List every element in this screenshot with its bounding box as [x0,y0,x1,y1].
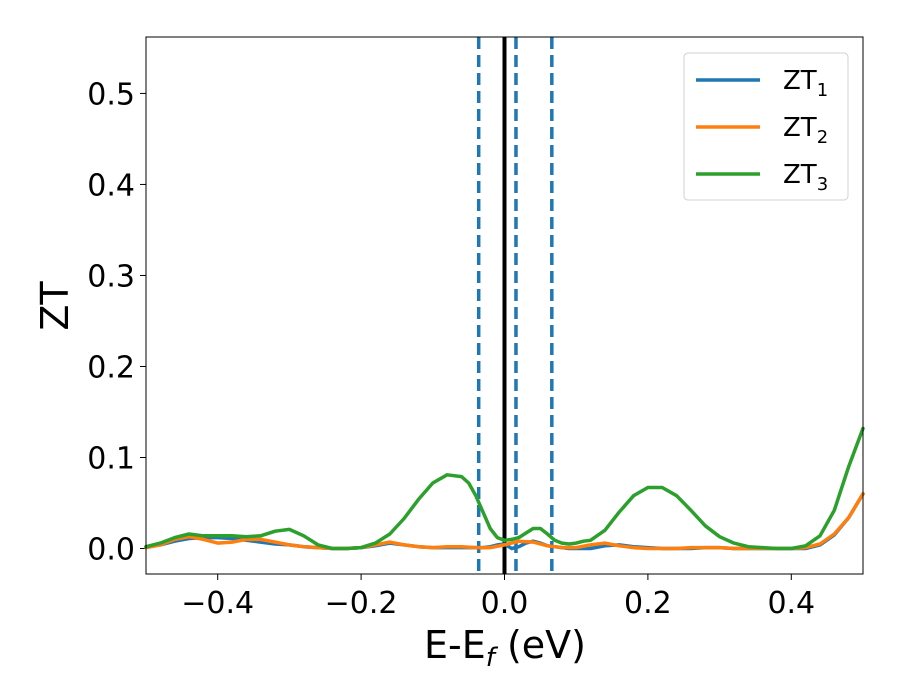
series-line-zt3 [144,426,865,551]
y-ticks: 0.0 0.1 0.2 0.3 0.4 0.5 [87,77,146,568]
y-tick-label: 0.5 [87,77,135,112]
x-tick-label: 0.4 [767,586,815,621]
legend-label-subscript: 2 [817,127,828,148]
y-axis-title: ZT [33,281,77,331]
series-lines [144,426,865,551]
vertical-reference-lines [476,37,554,574]
legend-label-zt1: ZT1 [783,66,828,101]
legend-label-subscript: 1 [817,80,828,101]
legend-label-main: ZT [783,113,817,143]
legend-label-zt3: ZT3 [783,160,828,195]
x-tick-label: −0.4 [181,586,254,621]
x-tick-label: −0.2 [325,586,398,621]
y-tick-label: 0.0 [87,533,135,568]
y-tick-label: 0.3 [87,259,135,294]
x-axis-title: E-Ef (eV) [424,623,586,673]
legend-label-zt2: ZT2 [783,113,828,148]
legend-label-main: ZT [783,66,817,96]
legend-label-subscript: 3 [817,174,828,195]
plot-frame [145,36,864,575]
legend-label-main: ZT [783,160,817,190]
x-tick-label: 0.0 [481,586,529,621]
x-axis-title-main: E-E [424,623,486,667]
y-tick-label: 0.2 [87,350,135,385]
y-tick-label: 0.1 [87,441,135,476]
series-line-zt2 [144,492,865,551]
x-axis-title-unit: (eV) [495,623,586,667]
x-ticks: −0.4 −0.2 0.0 0.2 0.4 [181,574,815,621]
legend-box [683,52,849,201]
x-tick-label: 0.2 [624,586,672,621]
y-tick-label: 0.4 [87,168,135,203]
